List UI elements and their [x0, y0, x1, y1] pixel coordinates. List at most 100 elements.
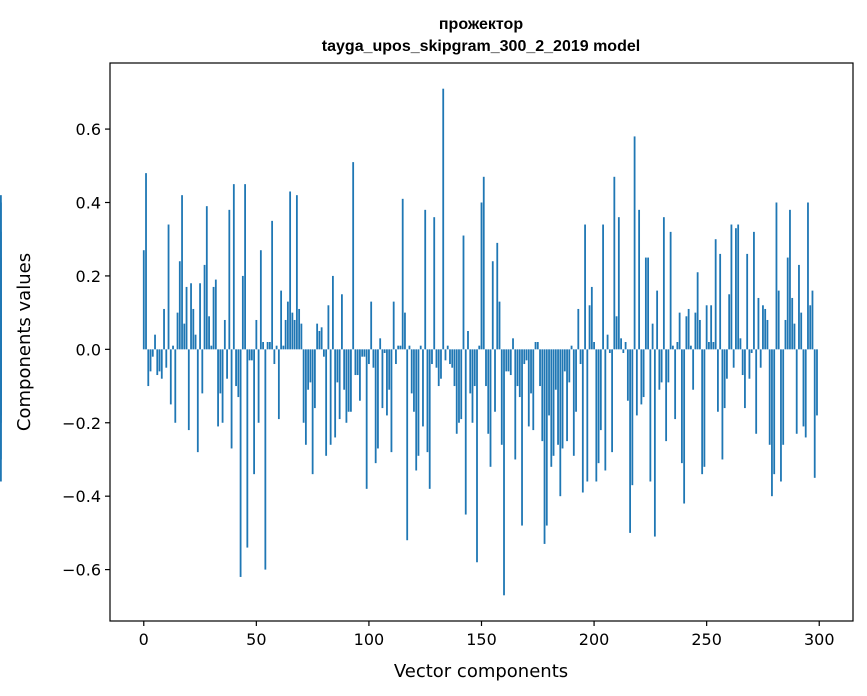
bar — [0, 316, 2, 350]
bar — [458, 349, 460, 423]
x-axis-ticks: 0 50 100 150 200 250 300 — [139, 621, 835, 649]
bar — [174, 349, 177, 423]
bar — [597, 349, 600, 464]
bar — [723, 349, 726, 409]
bar — [676, 342, 679, 350]
bar — [575, 349, 577, 412]
bar — [708, 342, 710, 350]
bar — [0, 349, 2, 482]
bar — [768, 349, 771, 445]
bar — [674, 349, 677, 420]
bar — [626, 349, 629, 401]
bar — [746, 253, 749, 350]
bar — [570, 345, 573, 350]
bar — [611, 349, 613, 453]
bar — [395, 349, 397, 365]
chart-subtitle: tayga_upos_skipgram_300_2_2019 model — [322, 38, 640, 55]
bar — [165, 349, 168, 368]
bar — [699, 319, 701, 350]
bar — [442, 88, 445, 350]
bar — [599, 349, 602, 431]
bar — [753, 231, 755, 350]
bar — [449, 349, 451, 365]
bar — [638, 209, 641, 350]
bar — [478, 345, 481, 350]
bar — [275, 345, 278, 350]
bar — [230, 349, 233, 449]
bar — [253, 349, 255, 475]
bar — [487, 349, 490, 434]
bar — [685, 316, 688, 350]
bar — [795, 349, 798, 434]
bar — [361, 349, 364, 357]
bar — [615, 316, 618, 350]
bar — [446, 345, 449, 350]
bar — [807, 202, 809, 350]
bar — [771, 349, 773, 497]
bar — [491, 261, 494, 350]
bar — [613, 176, 616, 350]
bar — [277, 349, 280, 420]
x-tick-label: 300 — [804, 630, 835, 649]
bar — [464, 349, 467, 515]
bar — [444, 349, 447, 361]
bar — [714, 239, 717, 350]
bar — [381, 349, 384, 409]
bar — [593, 342, 595, 350]
bar — [496, 242, 499, 350]
bar — [307, 349, 310, 390]
bar — [169, 349, 172, 405]
bar — [696, 272, 699, 350]
bar — [757, 297, 760, 350]
bar — [239, 349, 242, 577]
bar — [271, 220, 274, 350]
bar — [372, 349, 375, 368]
bar — [629, 349, 631, 533]
bar — [579, 349, 582, 365]
bar — [397, 345, 400, 350]
bar — [214, 279, 217, 350]
bars-group — [0, 88, 818, 596]
bar — [413, 349, 415, 412]
bar — [527, 349, 530, 427]
bar — [500, 349, 503, 445]
bar — [507, 349, 510, 372]
bar — [257, 349, 260, 423]
bar — [665, 349, 668, 442]
bar — [440, 349, 442, 379]
bar — [359, 349, 361, 401]
bar — [352, 162, 355, 350]
bar — [689, 345, 692, 350]
bar — [786, 257, 789, 350]
y-tick-label: −0.2 — [62, 414, 101, 433]
bar — [525, 349, 528, 361]
bar — [656, 290, 659, 350]
bar — [203, 264, 206, 350]
bar — [462, 235, 465, 350]
bar — [433, 217, 436, 350]
y-tick-label: −0.4 — [62, 487, 101, 506]
plot-frame — [109, 62, 854, 622]
bar — [489, 349, 492, 467]
bar — [644, 257, 647, 350]
bar — [694, 312, 697, 350]
y-tick-label: 0.4 — [76, 194, 101, 213]
bar — [516, 349, 519, 387]
bar — [586, 349, 589, 482]
bar — [327, 305, 330, 350]
bar — [764, 308, 767, 350]
bar — [199, 283, 201, 350]
bar — [354, 349, 357, 376]
y-axis-ticks: −0.6 −0.4 −0.2 0.0 0.2 0.4 0.6 — [62, 120, 110, 580]
y-tick-label: −0.6 — [62, 561, 101, 580]
bar — [300, 323, 303, 350]
bar — [642, 349, 645, 398]
bar — [379, 338, 382, 350]
bar — [232, 184, 235, 350]
bar — [309, 349, 312, 383]
bar — [404, 312, 406, 350]
bar — [0, 349, 2, 401]
bar — [311, 349, 314, 475]
bar — [548, 349, 550, 416]
bar — [602, 224, 604, 350]
